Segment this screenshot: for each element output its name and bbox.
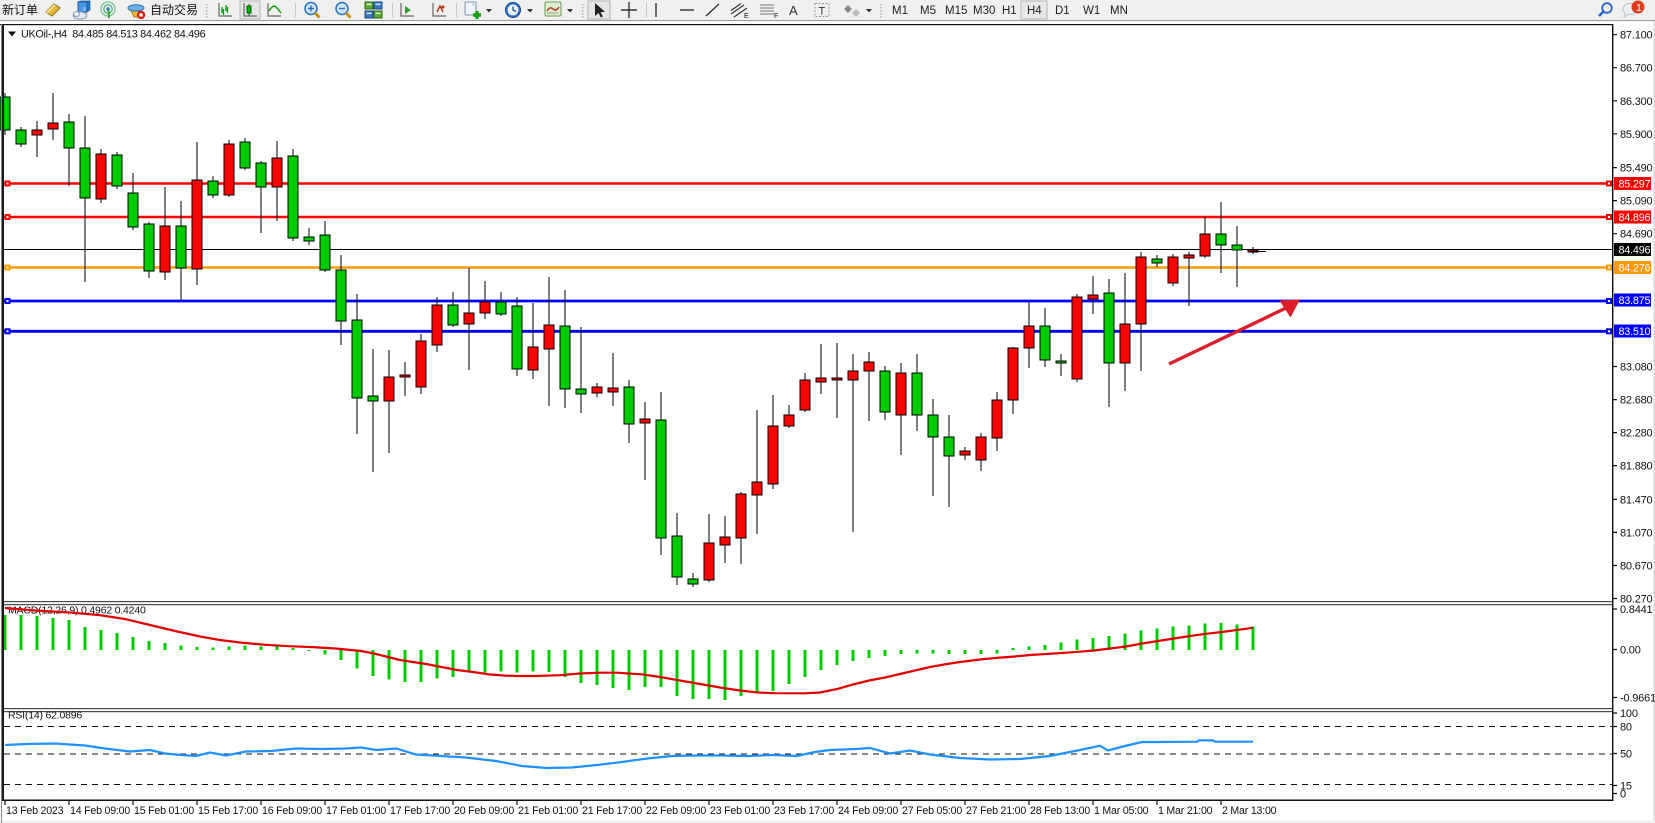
svg-text:82.280: 82.280: [1620, 428, 1653, 440]
svg-text:80.270: 80.270: [1620, 594, 1653, 606]
svg-text:MACD(12,26,9) 0.4962 0.4240: MACD(12,26,9) 0.4962 0.4240: [8, 605, 146, 617]
svg-text:M1: M1: [892, 5, 908, 17]
svg-text:-0.9661: -0.9661: [1620, 693, 1655, 705]
svg-text:23 Feb 01:00: 23 Feb 01:00: [710, 805, 770, 817]
svg-text:27 Feb 21:00: 27 Feb 21:00: [966, 805, 1026, 817]
svg-text:85.297: 85.297: [1619, 179, 1651, 191]
svg-text:86.700: 86.700: [1620, 63, 1653, 75]
svg-text:自动交易: 自动交易: [150, 2, 198, 17]
svg-text:0: 0: [1620, 789, 1626, 801]
svg-text:23 Feb 17:00: 23 Feb 17:00: [774, 805, 834, 817]
svg-text:22 Feb 09:00: 22 Feb 09:00: [646, 805, 706, 817]
svg-text:85.900: 85.900: [1620, 129, 1653, 141]
svg-text:E: E: [744, 13, 749, 20]
svg-text:0.00: 0.00: [1620, 645, 1641, 657]
svg-text:A: A: [789, 3, 798, 18]
svg-text:15 Feb 01:00: 15 Feb 01:00: [134, 805, 194, 817]
svg-text:21 Feb 17:00: 21 Feb 17:00: [582, 805, 642, 817]
svg-text:17 Feb 01:00: 17 Feb 01:00: [326, 805, 386, 817]
svg-text:16 Feb 09:00: 16 Feb 09:00: [262, 805, 322, 817]
svg-text:0.8441: 0.8441: [1620, 604, 1653, 616]
svg-text:80.670: 80.670: [1620, 561, 1653, 573]
svg-text:85.490: 85.490: [1620, 163, 1653, 175]
svg-text:17 Feb 17:00: 17 Feb 17:00: [390, 805, 450, 817]
svg-text:84.496: 84.496: [1619, 245, 1651, 257]
svg-text:21 Feb 01:00: 21 Feb 01:00: [518, 805, 578, 817]
svg-text:14 Feb 09:00: 14 Feb 09:00: [70, 805, 130, 817]
svg-text:84.896: 84.896: [1619, 212, 1651, 224]
svg-text:W1: W1: [1083, 5, 1100, 17]
svg-text:83.875: 83.875: [1619, 295, 1651, 307]
svg-text:13 Feb 2023: 13 Feb 2023: [6, 805, 64, 817]
svg-text:27 Feb 05:00: 27 Feb 05:00: [902, 805, 962, 817]
svg-text:M30: M30: [973, 5, 995, 17]
svg-text:MN: MN: [1110, 5, 1128, 17]
svg-text:M15: M15: [945, 5, 967, 17]
svg-text:81.880: 81.880: [1620, 461, 1653, 473]
svg-text:28 Feb 13:00: 28 Feb 13:00: [1030, 805, 1090, 817]
svg-text:50: 50: [1620, 749, 1632, 761]
svg-text:83.080: 83.080: [1620, 362, 1653, 374]
svg-text:87.100: 87.100: [1620, 30, 1653, 42]
svg-text:80: 80: [1620, 722, 1632, 734]
svg-text:20 Feb 09:00: 20 Feb 09:00: [454, 805, 514, 817]
svg-text:81.070: 81.070: [1620, 527, 1653, 539]
svg-text:1: 1: [1636, 2, 1642, 14]
svg-text:84.690: 84.690: [1620, 229, 1653, 241]
svg-text:24 Feb 09:00: 24 Feb 09:00: [838, 805, 898, 817]
svg-text:H1: H1: [1002, 5, 1017, 17]
svg-text:84.276: 84.276: [1619, 263, 1651, 275]
svg-text:D1: D1: [1055, 5, 1070, 17]
svg-text:F: F: [774, 13, 778, 20]
svg-text:1 Mar 05:00: 1 Mar 05:00: [1094, 805, 1149, 817]
svg-text:1 Mar 21:00: 1 Mar 21:00: [1158, 805, 1213, 817]
svg-text:2 Mar 13:00: 2 Mar 13:00: [1222, 805, 1277, 817]
svg-text:M5: M5: [920, 5, 936, 17]
svg-text:UKOil-,H4 84.485 84.513 84.46: UKOil-,H4 84.485 84.513 84.462 84.496: [21, 29, 206, 41]
svg-text:83.510: 83.510: [1619, 326, 1651, 338]
svg-text:T: T: [819, 6, 826, 18]
svg-text:82.680: 82.680: [1620, 395, 1653, 407]
svg-text:新订单: 新订单: [2, 2, 38, 17]
svg-text:86.300: 86.300: [1620, 96, 1653, 108]
svg-text:H4: H4: [1027, 5, 1042, 17]
svg-text:15: 15: [1620, 781, 1632, 793]
svg-text:15 Feb 17:00: 15 Feb 17:00: [198, 805, 258, 817]
svg-text:81.470: 81.470: [1620, 494, 1653, 506]
svg-text:85.090: 85.090: [1620, 196, 1653, 208]
svg-text:RSI(14) 62.0896: RSI(14) 62.0896: [8, 710, 82, 722]
svg-text:100: 100: [1620, 708, 1638, 720]
